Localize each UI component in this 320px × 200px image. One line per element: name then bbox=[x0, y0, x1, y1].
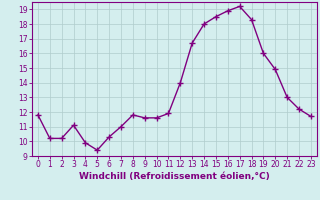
X-axis label: Windchill (Refroidissement éolien,°C): Windchill (Refroidissement éolien,°C) bbox=[79, 172, 270, 181]
